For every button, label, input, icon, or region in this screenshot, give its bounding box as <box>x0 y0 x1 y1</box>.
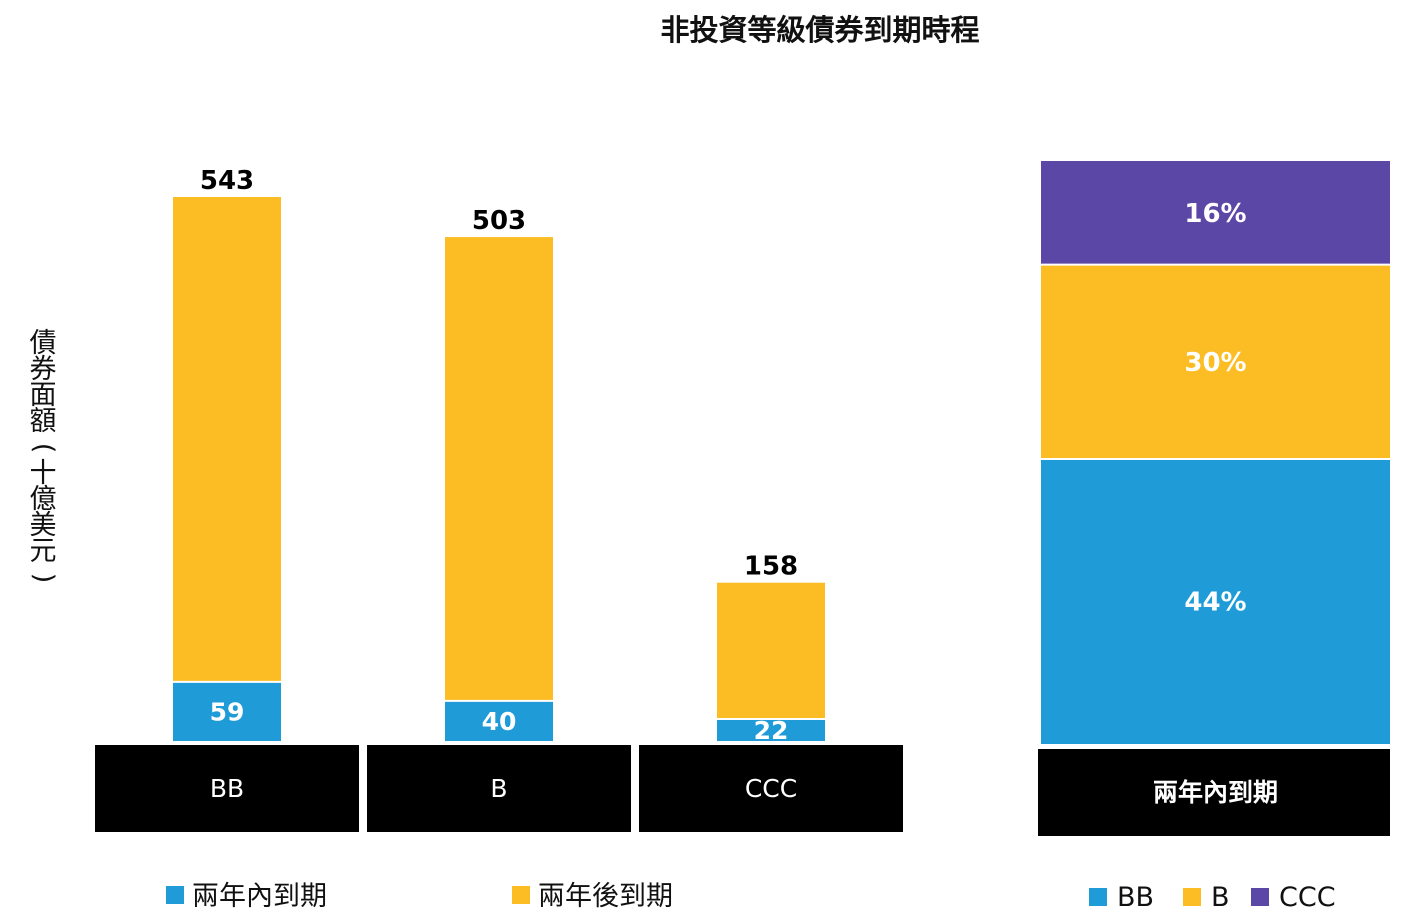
percent-label: 30% <box>1184 348 1246 378</box>
legend-swatch <box>1089 888 1107 906</box>
legend-label: 兩年後到期 <box>538 881 673 912</box>
left-bar-chart: 59 543 BB 40 503 B 22 158 CCC <box>95 166 903 832</box>
category-box <box>639 745 903 832</box>
bar-segment-after-2y <box>173 197 281 682</box>
category-label: CCC <box>745 774 797 803</box>
legend-label: BB <box>1117 882 1154 913</box>
bar-segment-within-2y <box>445 700 553 741</box>
percent-label: 44% <box>1184 587 1246 617</box>
y-axis-label-char: 美 <box>30 510 57 541</box>
bar-segment-label: 40 <box>482 707 517 736</box>
bar-segment-label: 59 <box>210 697 245 726</box>
bar-segment-after-2y <box>445 237 553 701</box>
bar-total-label: 503 <box>472 206 526 236</box>
y-axis-label-char: ) <box>28 573 59 584</box>
chart-title: 非投資等級債券到期時程 <box>660 13 979 47</box>
category-box <box>1038 749 1390 836</box>
legend-label: CCC <box>1279 882 1336 913</box>
legend-swatch <box>166 886 184 904</box>
percent-segment-bb <box>1041 458 1390 744</box>
category-label: 兩年內到期 <box>1153 778 1278 807</box>
y-axis-label-char: 券 <box>30 354 57 385</box>
right-legend: BB B CCC <box>1089 882 1336 913</box>
y-axis-label-char: 面 <box>30 380 57 411</box>
bar-segment-within-2y <box>717 718 825 741</box>
y-axis-label-char: 元 <box>30 536 57 567</box>
legend-swatch <box>512 886 530 904</box>
y-axis-label-char: 億 <box>30 484 57 515</box>
legend-swatch <box>1251 888 1269 906</box>
legend-label: 兩年內到期 <box>192 881 327 912</box>
y-axis-label-char: ( <box>28 443 59 454</box>
bar-total-label: 158 <box>744 552 798 582</box>
legend-swatch <box>1183 888 1201 906</box>
percent-segment-b <box>1041 264 1390 459</box>
bar-segment-within-2y <box>173 681 281 741</box>
legend-label: B <box>1211 882 1230 913</box>
y-axis-label-char: 額 <box>30 406 57 437</box>
category-label: B <box>490 774 507 803</box>
y-axis-label-char: 債 <box>30 328 57 359</box>
percent-segment-ccc <box>1041 161 1390 265</box>
y-axis-label-char: 十 <box>30 458 57 489</box>
category-box <box>95 745 359 832</box>
right-percent-bar: 44% 30% 16% 兩年內到期 <box>1038 161 1390 836</box>
bar-segment-after-2y <box>717 582 825 719</box>
bar-total-label: 543 <box>200 166 254 196</box>
percent-label: 16% <box>1184 199 1246 229</box>
bar-segment-label: 22 <box>754 716 789 745</box>
left-legend: 兩年內到期 兩年後到期 <box>166 881 673 912</box>
category-label: BB <box>210 774 244 803</box>
category-box <box>367 745 631 832</box>
